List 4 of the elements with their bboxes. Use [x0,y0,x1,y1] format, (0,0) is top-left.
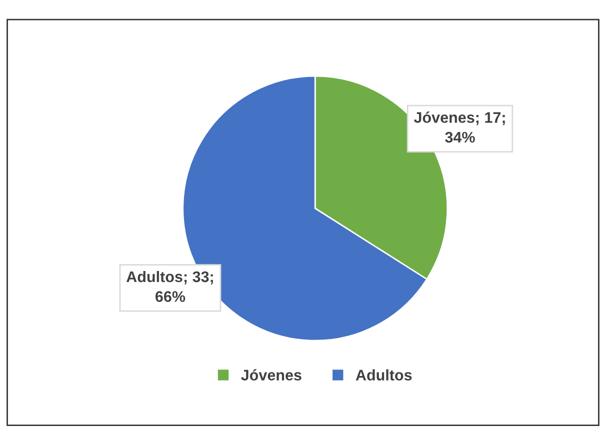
legend-label: Adultos [356,369,412,381]
legend-label: Jóvenes [241,369,302,381]
data-label: Adultos; 33; 66% [126,270,213,302]
data-label: Jóvenes; 17; 34% [414,112,505,143]
